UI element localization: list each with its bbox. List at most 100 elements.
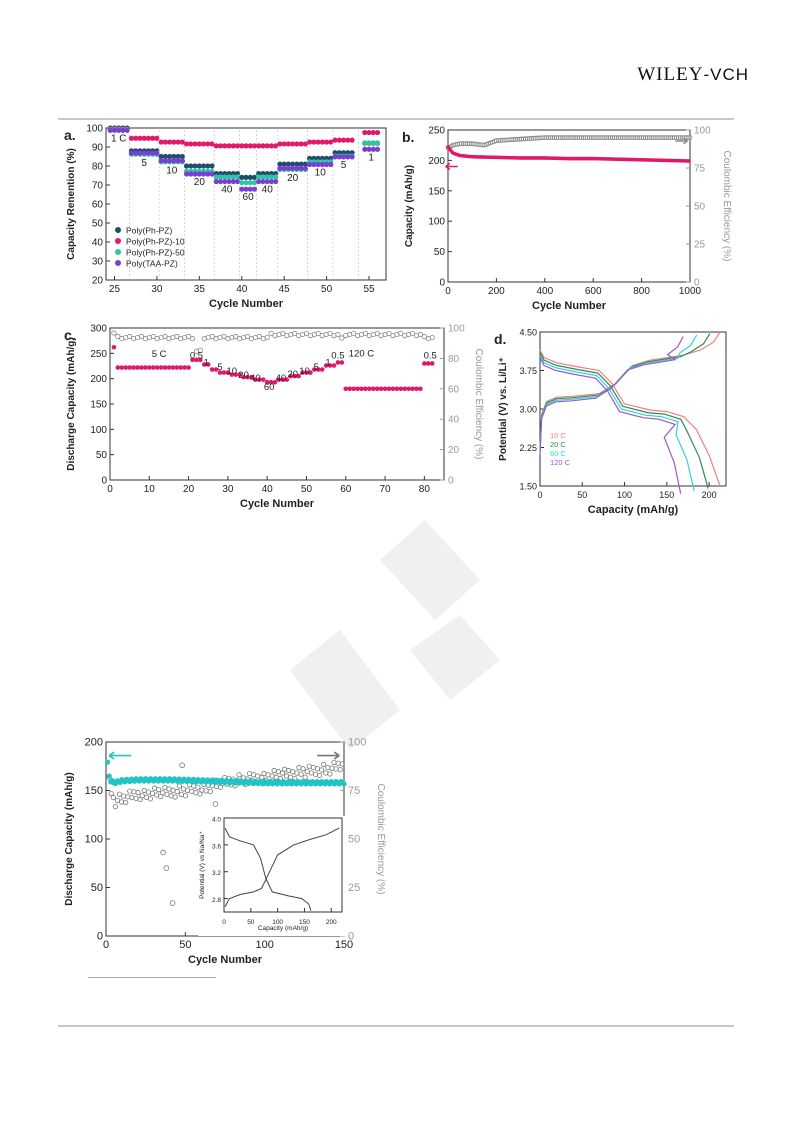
capacity-point: [190, 357, 195, 363]
data-point-Poly(Ph-PZ)-50: [366, 140, 372, 146]
rate-label: 40: [221, 185, 233, 196]
ce-point: [331, 759, 337, 766]
capacity-point: [323, 363, 329, 368]
ce-point: [685, 135, 691, 140]
data-point-Poly(Ph-PZ): [243, 174, 249, 180]
data-point-Poly(Ph-PZ): [184, 163, 190, 169]
capacity-point: [264, 379, 270, 385]
capacity-point: [406, 386, 411, 392]
legend-label: Poly(TAA-PZ): [126, 259, 178, 269]
legend-label: Poly(Ph-PZ)-10: [126, 237, 185, 247]
figure-d-charge-discharge: 0 50 100 150 200 1.50 2.25 3.00 3.75 4.50 Capacity…: [494, 328, 727, 516]
ce-point: [312, 771, 319, 777]
capacity-point: [327, 363, 333, 368]
capacity-point: [245, 374, 250, 380]
y-tick-label: 50: [96, 450, 108, 461]
data-point-Poly(TAA-PZ): [200, 171, 207, 177]
data-point-Poly(Ph-PZ)-10: [251, 143, 258, 149]
data-point-Poly(Ph-PZ)-10: [200, 141, 207, 147]
y-tick-label: 0: [101, 476, 107, 487]
ce-point: [123, 799, 129, 806]
data-point-Poly(TAA-PZ): [120, 127, 126, 133]
ce-point: [374, 330, 380, 337]
ce-point: [108, 790, 114, 797]
data-point-Poly(TAA-PZ): [239, 186, 245, 192]
y2-tick-label: 40: [448, 415, 460, 426]
data-point-Poly(TAA-PZ): [158, 158, 164, 164]
data-point-Poly(TAA-PZ): [336, 154, 342, 160]
inset-discharge-curve: [224, 827, 312, 911]
data-point-Poly(TAA-PZ): [349, 154, 355, 160]
data-point-Poly(TAA-PZ): [362, 146, 368, 152]
capacity-point: [174, 365, 180, 370]
data-point-Poly(Ph-PZ)-10: [128, 135, 135, 141]
ce-point: [386, 330, 392, 337]
ce-point: [135, 790, 141, 796]
ce-outlier: [212, 801, 219, 807]
data-point-Poly(Ph-PZ): [171, 153, 177, 160]
ce-point: [156, 787, 162, 793]
plot-frame: [223, 817, 343, 913]
data-point-Poly(Ph-PZ)-10: [302, 141, 308, 147]
inset-x-label: Capacity (mAh/g): [258, 925, 308, 932]
x-tick-label: 0: [103, 939, 109, 951]
data-point-Poly(TAA-PZ): [268, 178, 275, 185]
data-point-Poly(TAA-PZ): [251, 186, 258, 192]
capacity-point: [418, 386, 423, 392]
data-point-Poly(TAA-PZ): [302, 165, 308, 171]
ce-point: [255, 773, 261, 779]
x-tick-label: 150: [299, 919, 310, 926]
data-point-Poly(TAA-PZ): [328, 161, 334, 168]
y2-axis-label: Coulombic Efficiency (%): [375, 784, 386, 895]
capacity-point: [237, 372, 242, 377]
ce-point: [115, 333, 121, 340]
ce-point: [321, 761, 327, 768]
ce-point: [193, 790, 199, 796]
x-tick-label: 50: [321, 284, 333, 295]
data-point-Poly(TAA-PZ): [285, 165, 292, 171]
x-axis-label: Cycle Number: [188, 954, 263, 966]
data-point-Poly(TAA-PZ): [273, 178, 279, 185]
capacity-point: [233, 372, 239, 377]
capacity-point: [390, 386, 396, 392]
legend-marker: [115, 238, 121, 244]
x-tick-label: 35: [194, 284, 206, 295]
capacity-point: [280, 377, 286, 382]
capacity-point: [425, 361, 431, 366]
ce-point: [191, 783, 197, 789]
ce-point: [687, 135, 693, 140]
capacity-point: [331, 363, 337, 368]
capacity-point: [312, 367, 317, 372]
rate-label: 5: [314, 362, 319, 373]
y-tick-label: 300: [90, 324, 107, 335]
ce-point: [213, 783, 220, 790]
capacity-point: [394, 386, 400, 392]
y-tick-label: 80: [92, 162, 104, 173]
capacity-point: [115, 365, 121, 370]
ce-point: [207, 788, 213, 795]
ce-point: [197, 347, 203, 353]
y2-axis-label: Coulombic Efficiency (%): [473, 349, 484, 460]
data-point-Poly(Ph-PZ)-10: [370, 129, 376, 136]
ce-point: [304, 769, 310, 775]
ce-point: [280, 330, 286, 337]
capacity-point: [343, 386, 349, 392]
ce-point: [112, 804, 118, 810]
data-point-Poly(Ph-PZ)-10: [171, 139, 177, 145]
rate-label: 5 C: [152, 349, 167, 360]
rate-label: 40: [276, 373, 287, 384]
data-point-Poly(Ph-PZ)-10: [340, 137, 347, 143]
x-axis-label: Cycle Number: [209, 298, 284, 310]
data-point-Poly(Ph-PZ)-10: [141, 135, 147, 141]
ce-point: [298, 771, 304, 777]
x-tick-label: 200: [326, 919, 337, 926]
capacity-point: [374, 386, 380, 392]
ce-point: [286, 767, 292, 774]
x-tick-label: 60: [340, 484, 352, 495]
y2-tick-label: 100: [694, 126, 711, 137]
ce-axis-arrow: [675, 137, 688, 145]
data-point-Poly(TAA-PZ): [128, 150, 135, 156]
ce-point: [269, 773, 275, 779]
y-tick-label: 3.6: [212, 843, 221, 850]
data-point-Poly(TAA-PZ): [234, 178, 241, 185]
